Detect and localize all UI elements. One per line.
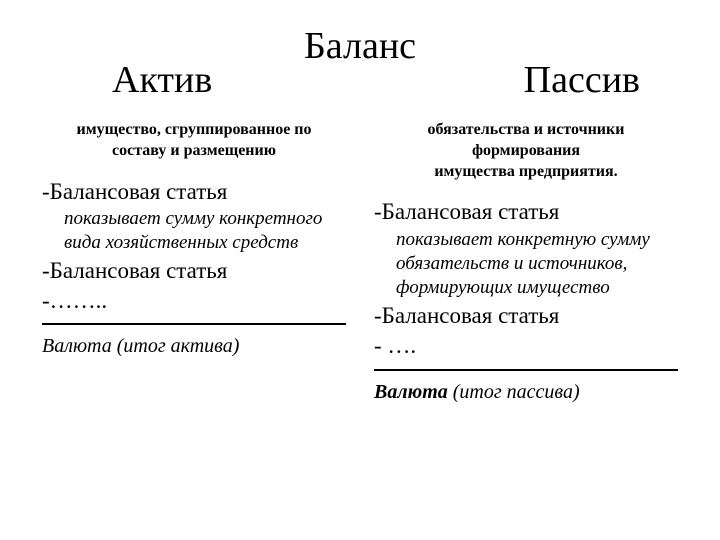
title-row: Баланс Актив Пассив [42, 24, 678, 114]
liability-item-1-desc-line2: обязательств и источников, [396, 253, 627, 274]
asset-item-1-desc-line2: вида хозяйственных средств [64, 232, 298, 253]
asset-subtitle: имущество, сгруппированное по составу и … [42, 120, 346, 162]
asset-subtitle-line2: составу и размещению [112, 142, 276, 159]
liability-item-2-heading: -Балансовая статья [374, 301, 678, 331]
title-asset: Актив [112, 58, 212, 102]
columns: имущество, сгруппированное по составу и … [42, 120, 678, 404]
liability-divider [374, 369, 678, 371]
asset-item-1-desc: показывает сумму конкретного вида хозяйс… [42, 207, 346, 255]
title-liability: Пассив [524, 58, 640, 102]
asset-item-2-heading: -Балансовая статья [42, 257, 346, 286]
liability-footer-bold: Валюта [374, 381, 448, 403]
liability-subtitle-line2: имущества предприятия. [434, 163, 617, 180]
liability-footer: Валюта (итог пассива) [374, 381, 678, 404]
asset-item-1-desc-line1: показывает сумму конкретного [64, 208, 322, 229]
asset-footer: Валюта (итог актива) [42, 335, 346, 358]
page-root: Баланс Актив Пассив имущество, сгруппиро… [0, 0, 720, 540]
asset-item-1-heading: -Балансовая статья [42, 178, 346, 207]
asset-item-3-heading: -…….. [42, 286, 346, 316]
column-liability: обязательства и источники формирования и… [374, 120, 678, 404]
column-asset: имущество, сгруппированное по составу и … [42, 120, 346, 404]
liability-subtitle-line1: обязательства и источники формирования [428, 121, 625, 159]
liability-item-1-desc-line1: показывает конкретную сумму [396, 229, 650, 250]
liability-item-1-desc: показывает конкретную сумму обязательств… [374, 228, 678, 299]
liability-subtitle: обязательства и источники формирования и… [374, 120, 678, 182]
asset-divider [42, 323, 346, 325]
liability-item-1-desc-line3: формирующих имущество [396, 277, 610, 298]
liability-item-3-heading: - …. [374, 331, 678, 361]
liability-footer-rest: (итог пассива) [448, 381, 580, 403]
liability-item-1-heading: -Балансовая статья [374, 198, 678, 227]
asset-subtitle-line1: имущество, сгруппированное по [76, 121, 311, 138]
